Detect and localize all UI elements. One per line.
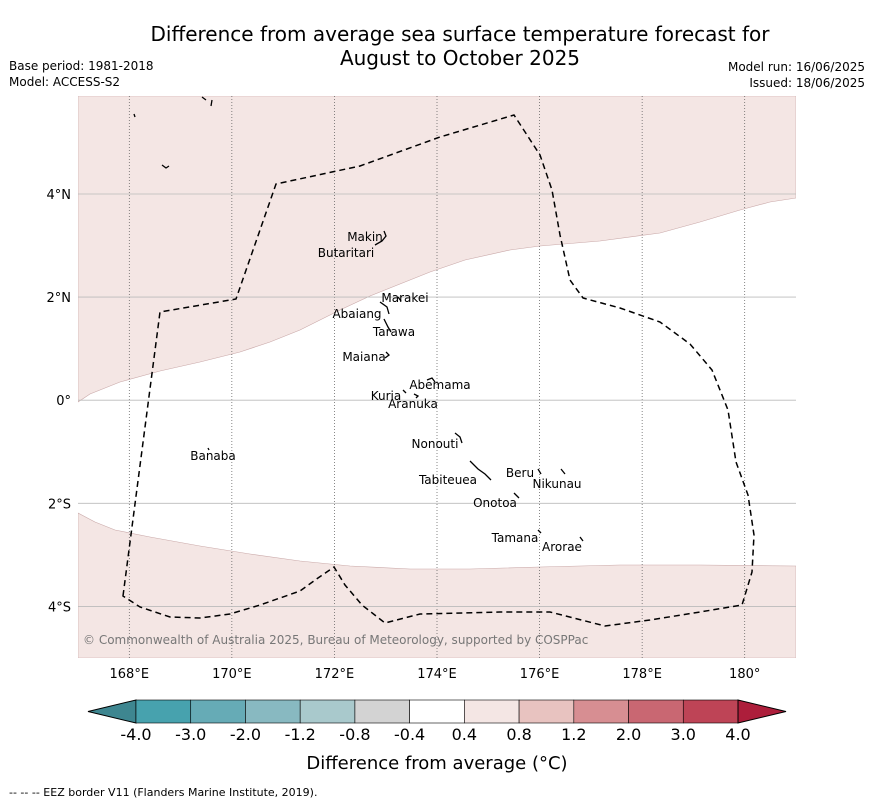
marshall-islets-c xyxy=(161,164,170,169)
lat-tick-label: 0° xyxy=(56,394,71,409)
tamana-shape xyxy=(537,529,542,534)
graticule-lon xyxy=(128,96,746,658)
makin-shape xyxy=(374,230,387,246)
colorbar-segment xyxy=(299,699,356,724)
graticule-lat xyxy=(78,193,796,607)
colorbar-segment xyxy=(464,699,520,724)
tabiteuea-shape xyxy=(469,460,492,481)
axis-ticks: 168°E 170°E 172°E 174°E 176°E 178°E 180° 4°N 2°N… xyxy=(47,188,761,682)
colorbar-tick-label: 0.4 xyxy=(452,725,477,744)
island-label: Marakei xyxy=(381,291,428,305)
colorbar-segment xyxy=(573,699,629,724)
copyright-note: © Commonwealth of Australia 2025, Bureau… xyxy=(83,633,588,647)
colorbar-extend-high xyxy=(737,699,787,724)
abemama-shape xyxy=(426,377,436,383)
model-run: Model run: 16/06/2025 xyxy=(727,60,865,74)
lon-tick-label: 172°E xyxy=(315,667,355,682)
marshall-islets-a xyxy=(133,113,136,118)
marakei-shape xyxy=(397,296,402,302)
island-label: Kuria xyxy=(371,389,402,403)
island-label: Tamana xyxy=(491,531,539,545)
aranuka-shape xyxy=(413,393,420,399)
lon-tick-label: 178°E xyxy=(622,667,662,682)
eez-legend-note: -- -- -- EEZ border V11 (Flanders Marine… xyxy=(9,786,318,799)
island-label: Banaba xyxy=(190,449,236,463)
nikunau-shape xyxy=(560,468,566,475)
island-label: Makin xyxy=(347,230,383,244)
colorbar-segment xyxy=(354,699,410,724)
island-label: Abaiang xyxy=(332,307,381,321)
colorbar-tick-label: -1.2 xyxy=(285,725,316,744)
colorbar-tick-label: 3.0 xyxy=(671,725,696,744)
colorbar-segment xyxy=(628,699,684,724)
colorbar-segment xyxy=(190,699,246,724)
island-label: Butaritari xyxy=(318,246,375,260)
arorae-shape xyxy=(579,536,584,542)
colorbar-label: Difference from average (°C) xyxy=(306,753,567,774)
colorbar-tick-label: 4.0 xyxy=(725,725,750,744)
lon-tick-label: 176°E xyxy=(520,667,560,682)
tarawa-shape xyxy=(383,318,392,333)
colorbar-tick-label: -0.4 xyxy=(394,725,425,744)
island-label: Abemama xyxy=(409,378,470,392)
island-label: Beru xyxy=(506,466,534,480)
lat-tick-label: 4°S xyxy=(48,600,71,615)
colorbar-extend-low xyxy=(87,699,137,724)
island-label: Onotoa xyxy=(473,496,517,510)
island-label: Aranuka xyxy=(388,397,438,411)
lat-tick-label: 2°N xyxy=(47,291,72,306)
banaba-shape xyxy=(207,447,210,451)
colorbar-tick-label: -4.0 xyxy=(120,725,151,744)
island-label: Nikunau xyxy=(532,477,581,491)
lat-tick-label: 2°S xyxy=(48,497,71,512)
lon-tick-label: 180° xyxy=(729,667,760,682)
nonouti-shape xyxy=(454,432,463,444)
colorbar-segment xyxy=(409,699,465,724)
colorbar-segment xyxy=(682,699,739,724)
issued-date: Issued: 18/06/2025 xyxy=(749,76,865,90)
colorbar-tick-label: -0.8 xyxy=(339,725,370,744)
island-shapes xyxy=(133,96,584,542)
island-label: Tabiteuea xyxy=(418,473,477,487)
colorbar-segment xyxy=(245,699,301,724)
title-line-2: August to October 2025 xyxy=(339,46,581,70)
maiana-shape xyxy=(384,351,390,359)
island-label: Maiana xyxy=(342,350,385,364)
colorbar-tick-label: 2.0 xyxy=(616,725,641,744)
colorbar-segment xyxy=(518,699,575,724)
island-label: Tarawa xyxy=(372,325,415,339)
title-line-1: Difference from average sea surface temp… xyxy=(150,22,770,46)
onotoa-shape xyxy=(513,492,520,499)
abaiang-shape xyxy=(379,301,390,315)
colorbar-tick-label: -3.0 xyxy=(175,725,206,744)
lat-tick-label: 4°N xyxy=(47,188,72,203)
beru-shape xyxy=(537,468,542,475)
colorbar-tick-label: 1.2 xyxy=(561,725,586,744)
colorbar-segment xyxy=(135,699,192,724)
lon-tick-label: 168°E xyxy=(110,667,150,682)
kuria-shape xyxy=(402,389,407,394)
colorbar-tick-label: -2.0 xyxy=(230,725,261,744)
colorbar: -4.0 -3.0 -2.0 -1.2 -0.8 -0.4 0.4 0.8 1.2 2.0 3.0 4… xyxy=(87,699,787,774)
island-label: Nonouti xyxy=(412,437,459,451)
lon-tick-label: 174°E xyxy=(417,667,457,682)
model-name: Model: ACCESS-S2 xyxy=(9,75,121,89)
island-label: Arorae xyxy=(542,540,582,554)
marshall-islets-b xyxy=(201,96,213,107)
colorbar-tick-label: 0.8 xyxy=(506,725,531,744)
base-period: Base period: 1981-2018 xyxy=(9,59,154,73)
lon-tick-label: 170°E xyxy=(212,667,252,682)
eez-border xyxy=(122,114,755,627)
